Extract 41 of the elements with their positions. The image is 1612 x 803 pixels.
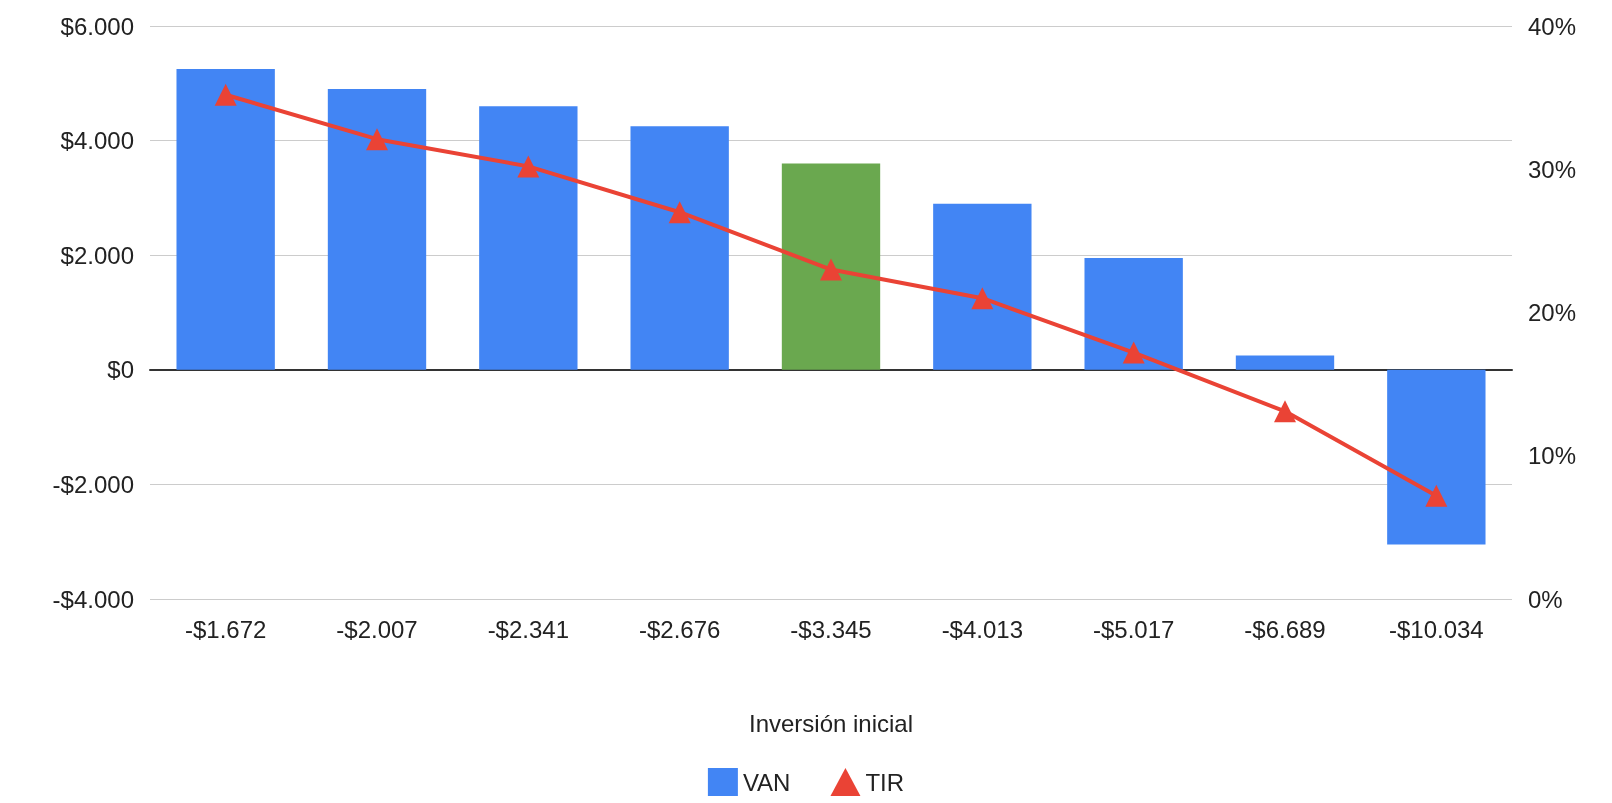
x-tick-label: -$1.672 — [184, 615, 267, 643]
x-tick-label: -$2.341 — [487, 615, 570, 643]
bar — [1084, 258, 1183, 370]
point — [1122, 341, 1145, 364]
point — [517, 155, 540, 178]
bar — [176, 68, 275, 370]
y2-tick-label: 40% — [1528, 12, 1577, 40]
y-tick-label: $2.000 — [60, 241, 134, 269]
bar — [327, 89, 427, 370]
y-tick-label: $6.000 — [60, 12, 134, 40]
legend-label: TIR — [865, 768, 905, 796]
point — [1425, 484, 1448, 507]
y2-tick-label: 10% — [1528, 442, 1577, 470]
point — [214, 83, 237, 106]
y2-tick-label: 20% — [1528, 299, 1577, 326]
y-tick-label: $4.000 — [60, 127, 134, 155]
bar — [630, 126, 729, 370]
x-tick-label: -$10.034 — [1388, 615, 1484, 643]
point — [668, 201, 691, 224]
point — [820, 258, 842, 281]
x-tick-label: -$6.689 — [1244, 615, 1326, 643]
y2-tick-label: 0% — [1528, 585, 1563, 613]
bar — [1235, 355, 1335, 370]
y2-tick-label: 30% — [1528, 155, 1577, 183]
x-tick-label: -$3.345 — [790, 615, 872, 643]
x-tick-label: -$2.007 — [336, 615, 418, 643]
x-tick-label: -$4.013 — [941, 615, 1024, 643]
point — [971, 287, 994, 310]
point — [1274, 400, 1296, 423]
y-tick-label: -$2.000 — [52, 470, 134, 498]
y-tick-label: $0 — [107, 356, 134, 384]
x-tick-label: -$2.676 — [638, 615, 721, 643]
y-tick-label: -$4.000 — [52, 585, 134, 613]
x-tick-label: -$5.017 — [1092, 615, 1175, 643]
bar — [479, 106, 578, 370]
point — [366, 128, 388, 151]
bar — [781, 163, 881, 370]
bar — [933, 203, 1032, 370]
legend-label: VAN — [742, 768, 791, 796]
bar — [1387, 369, 1486, 545]
x-axis-title: Inversión inicial — [748, 709, 914, 737]
